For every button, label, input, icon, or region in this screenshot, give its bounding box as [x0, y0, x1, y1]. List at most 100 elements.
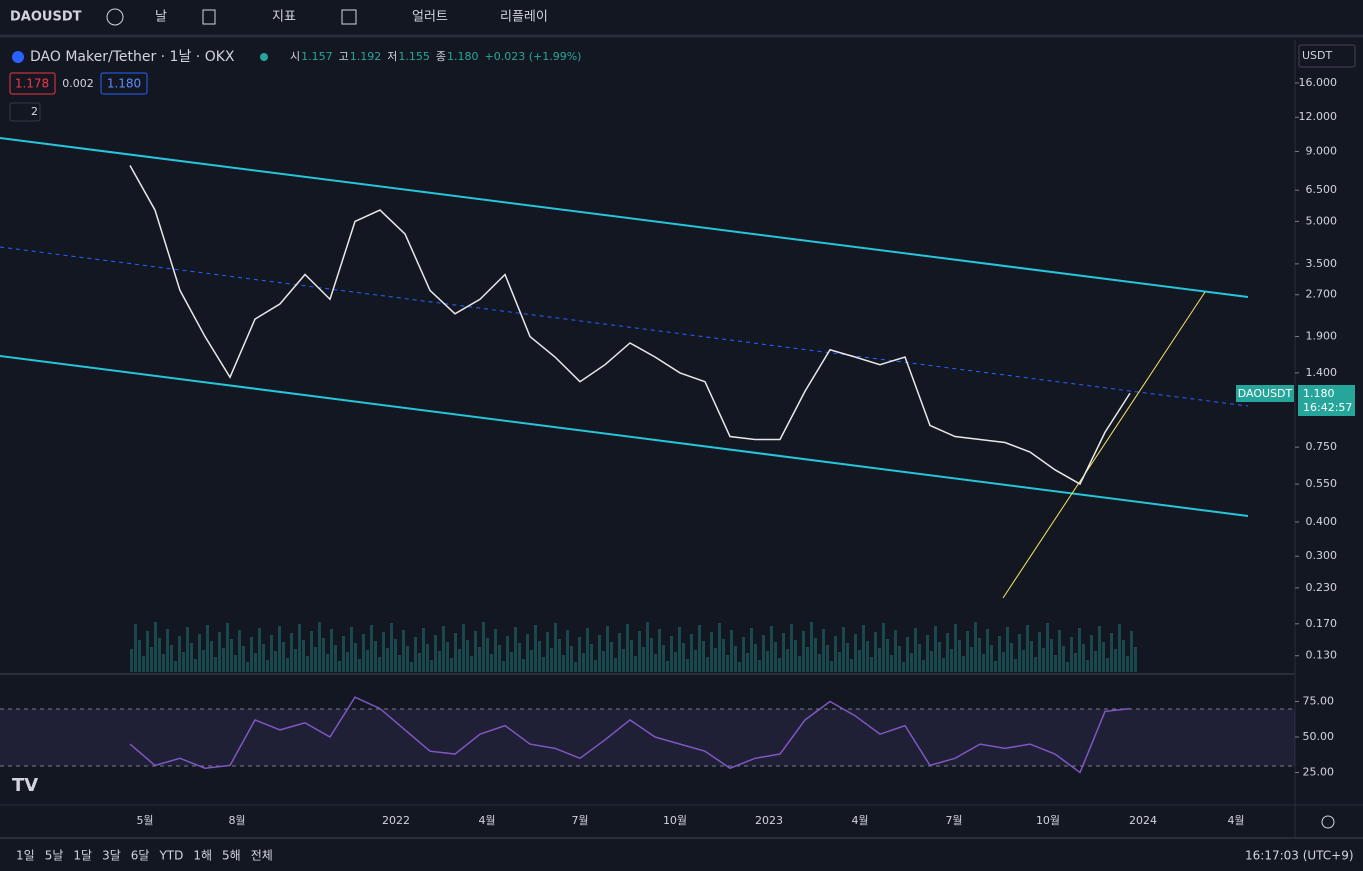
volume-bar [338, 661, 341, 672]
volume-bar [442, 626, 445, 672]
range-button[interactable]: 5해 [222, 849, 241, 863]
volume-bar [894, 630, 897, 672]
price-tick-label: 0.550 [1306, 477, 1338, 490]
volume-bar [942, 658, 945, 672]
volume-bar [1042, 648, 1045, 672]
volume-bar [158, 638, 161, 672]
volume-bar [922, 660, 925, 672]
range-button[interactable]: 3달 [102, 849, 121, 863]
volume-bar [1066, 662, 1069, 672]
volume-bar [926, 635, 929, 672]
volume-bar [438, 651, 441, 672]
volume-bar [694, 650, 697, 672]
volume-bar [538, 641, 541, 672]
range-button[interactable]: 1일 [16, 849, 35, 863]
replay-button[interactable]: 리플레이 [500, 10, 548, 25]
volume-bar [710, 632, 713, 672]
range-button[interactable]: YTD [158, 849, 183, 863]
volume-bar [1002, 652, 1005, 672]
layout-button[interactable] [341, 9, 357, 25]
volume-bar [142, 656, 145, 672]
volume-bar [862, 625, 865, 672]
indicator-toggle[interactable] [9, 102, 41, 122]
range-button[interactable]: 1해 [193, 849, 212, 863]
ask-box[interactable] [100, 72, 148, 95]
rsi-tick-label: 75.00 [1303, 695, 1335, 708]
volume-bar [898, 646, 901, 672]
range-button[interactable]: 6달 [131, 849, 150, 863]
volume-bar [706, 657, 709, 672]
interval[interactable]: 날 [155, 10, 167, 25]
bid-box[interactable] [9, 72, 56, 95]
chart-type[interactable] [202, 9, 216, 25]
volume-bar [554, 623, 557, 672]
range-button[interactable]: 1달 [73, 849, 92, 863]
volume-bar [330, 629, 333, 672]
volume-bar [882, 623, 885, 672]
volume-bar [506, 636, 509, 672]
volume-bar [550, 648, 553, 672]
price-tick-label: 1.900 [1306, 330, 1338, 343]
volume-bar [1062, 646, 1065, 672]
volume-bar [402, 630, 405, 672]
volume-bar [702, 641, 705, 672]
volume-bar [1110, 633, 1113, 672]
volume-bar [434, 635, 437, 672]
volume-bar [822, 629, 825, 672]
volume-bar [998, 636, 1001, 672]
volume-bar [382, 632, 385, 672]
volume-bar [818, 654, 821, 672]
legend-title: DAO Maker/Tether · 1날 · OKX [30, 49, 235, 65]
volume-bar [738, 662, 741, 672]
add-symbol[interactable] [106, 8, 124, 26]
volume-bar [166, 629, 169, 672]
trend-line [1002, 291, 1206, 599]
symbol-logo [12, 51, 24, 63]
volume-bar [762, 635, 765, 672]
volume-bar [178, 636, 181, 672]
volume-bar [634, 656, 637, 672]
volume-bar [1086, 660, 1089, 672]
range-button[interactable]: 5날 [45, 849, 64, 863]
volume-bar [810, 622, 813, 672]
price-tick-label: 0.130 [1306, 649, 1338, 662]
volume-bar [642, 647, 645, 672]
volume-bar [950, 649, 953, 672]
time-label: 10월 [1036, 814, 1060, 827]
volume-bar [314, 647, 317, 672]
legend-high: 1.192 [350, 50, 382, 63]
indicators-button[interactable]: 지표 [272, 10, 296, 25]
volume-bar [294, 649, 297, 672]
volume-bar [1054, 655, 1057, 672]
volume-bar [262, 644, 265, 672]
volume-bar [298, 624, 301, 672]
time-label: 2024 [1129, 814, 1157, 827]
volume-bar [1130, 631, 1133, 672]
range-button[interactable]: 전체 [251, 849, 273, 863]
volume-bar [466, 640, 469, 672]
settings[interactable] [1321, 815, 1335, 829]
currency-select[interactable] [1298, 44, 1356, 68]
volume-bar [226, 623, 229, 672]
volume-bar [646, 622, 649, 672]
volume-bar [758, 660, 761, 672]
symbol-search[interactable]: DAOUSDT [10, 10, 82, 25]
volume-bar [970, 647, 973, 672]
last-price: 1.180 [1303, 387, 1335, 400]
volume-bar [666, 661, 669, 672]
volume-bar [982, 654, 985, 672]
volume-bar [282, 642, 285, 672]
volume-bar [782, 633, 785, 672]
volume-bar [994, 661, 997, 672]
alerts-button[interactable]: 얼러트 [412, 10, 448, 25]
last-symbol: DAOUSDT [1238, 387, 1293, 400]
volume-bar [674, 652, 677, 672]
volume-bar [278, 626, 281, 672]
volume-bar [934, 626, 937, 672]
volume-bar [498, 645, 501, 672]
price-tick-label: 16.000 [1299, 76, 1338, 89]
volume-bar [958, 640, 961, 672]
volume-bar [214, 657, 217, 672]
price-tick-label: 6.500 [1306, 183, 1338, 196]
volume-bar [366, 650, 369, 672]
